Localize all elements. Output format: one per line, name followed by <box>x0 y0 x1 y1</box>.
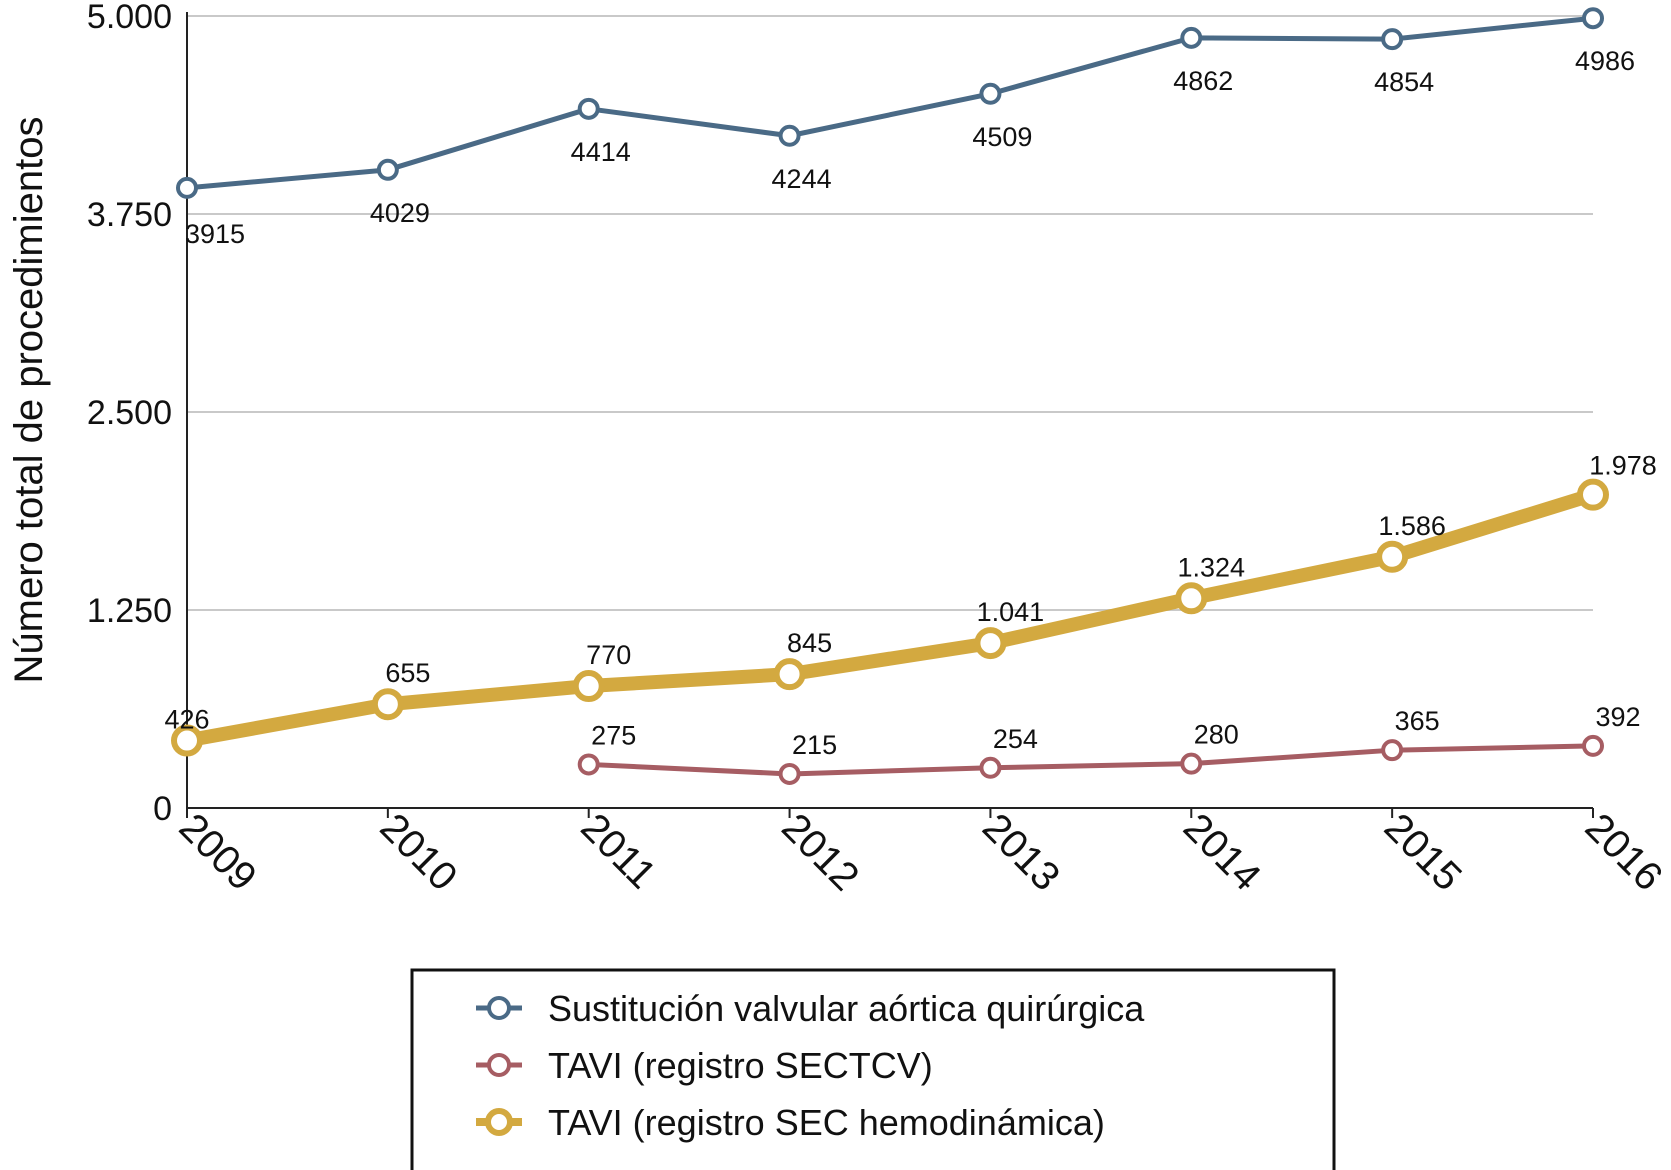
data-label: 4986 <box>1575 46 1635 76</box>
data-label: 845 <box>787 628 832 658</box>
data-label: 4509 <box>972 122 1032 152</box>
x-tick-label: 2011 <box>572 805 664 897</box>
data-point <box>979 756 1002 779</box>
series-line <box>180 487 1600 748</box>
data-point <box>974 627 1007 660</box>
data-label: 280 <box>1194 720 1239 750</box>
legend-label: TAVI (registro SEC hemodinámica) <box>548 1102 1105 1143</box>
y-tick-label: 0 <box>153 790 172 828</box>
data-label: 1.586 <box>1378 511 1446 541</box>
data-label: 392 <box>1595 702 1640 732</box>
x-tick-label: 2015 <box>1376 805 1470 899</box>
x-tick-label: 2013 <box>974 805 1068 899</box>
legend-label: Sustitución valvular aórtica quirúrgica <box>548 988 1145 1029</box>
series-2: 275 215 254 280 365 392 <box>577 702 1641 785</box>
data-point <box>376 158 399 181</box>
x-tick-label: 2012 <box>773 805 867 899</box>
data-label: 4029 <box>370 198 430 228</box>
data-point <box>1582 734 1604 757</box>
data-point <box>1180 26 1203 49</box>
data-point <box>778 762 801 785</box>
data-point <box>979 82 1002 105</box>
y-tick-label: 3.750 <box>87 196 172 234</box>
x-tick-label: 2016 <box>1577 805 1671 899</box>
y-axis-ticks: 0 1.250 2.500 3.750 5.000 <box>87 0 172 828</box>
data-point <box>1582 7 1604 30</box>
x-tick-label: 2010 <box>371 805 465 899</box>
series-line <box>586 743 1596 777</box>
legend-swatch-marker <box>487 1053 511 1077</box>
gridlines <box>187 15 1593 611</box>
x-tick-label: 2009 <box>171 805 265 899</box>
data-point <box>773 658 806 691</box>
data-point <box>176 176 198 199</box>
data-point <box>171 724 203 757</box>
data-label: 3915 <box>185 219 245 249</box>
data-label: 1.041 <box>977 597 1045 627</box>
data-label: 4862 <box>1173 66 1233 96</box>
data-label: 254 <box>993 724 1038 754</box>
data-label: 4244 <box>772 164 832 194</box>
data-label: 1.978 <box>1589 451 1657 481</box>
series-layer: 3915 4029 4414 4244 4509 4862 4854 4986 275 215 25… <box>164 7 1657 785</box>
data-point <box>1381 739 1404 762</box>
data-point <box>1175 582 1208 615</box>
legend-swatch-marker <box>487 996 511 1020</box>
data-label: 655 <box>385 658 430 688</box>
data-label: 1.324 <box>1177 552 1245 582</box>
data-label: 770 <box>586 640 631 670</box>
data-point <box>572 670 605 703</box>
data-label: 365 <box>1395 706 1440 736</box>
series-line <box>184 15 1596 191</box>
y-tick-label: 5.000 <box>87 0 172 36</box>
data-point <box>577 753 600 776</box>
data-point <box>1381 28 1404 51</box>
series-1: 3915 4029 4414 4244 4509 4862 4854 4986 <box>176 7 1635 249</box>
x-axis-ticks: 2009 2010 2011 2012 2013 2014 2015 2016 <box>171 805 1671 899</box>
axes <box>186 12 1593 809</box>
data-point <box>371 688 404 721</box>
data-point <box>1376 540 1409 573</box>
data-point <box>1577 478 1609 511</box>
y-tick-label: 1.250 <box>87 592 172 630</box>
legend-box <box>410 968 1336 1170</box>
y-axis-label: Número total de procedimientos <box>7 117 51 684</box>
data-label: 4414 <box>571 137 631 167</box>
data-label: 275 <box>591 720 636 750</box>
data-label: 4854 <box>1374 67 1434 97</box>
data-point <box>778 124 801 147</box>
data-point <box>1180 752 1203 775</box>
data-label: 426 <box>164 705 209 735</box>
data-label: 215 <box>792 730 837 760</box>
legend-label: TAVI (registro SECTCV) <box>548 1045 933 1086</box>
legend-swatch-marker <box>485 1108 513 1136</box>
y-tick-label: 2.500 <box>87 394 172 432</box>
data-point <box>577 97 600 120</box>
series-3: 426 655 770 845 1.041 1.324 1.586 1.978 <box>164 451 1657 757</box>
legend: Sustitución valvular aórtica quirúrgica T… <box>410 968 1336 1170</box>
x-tick-label: 2014 <box>1175 805 1269 899</box>
